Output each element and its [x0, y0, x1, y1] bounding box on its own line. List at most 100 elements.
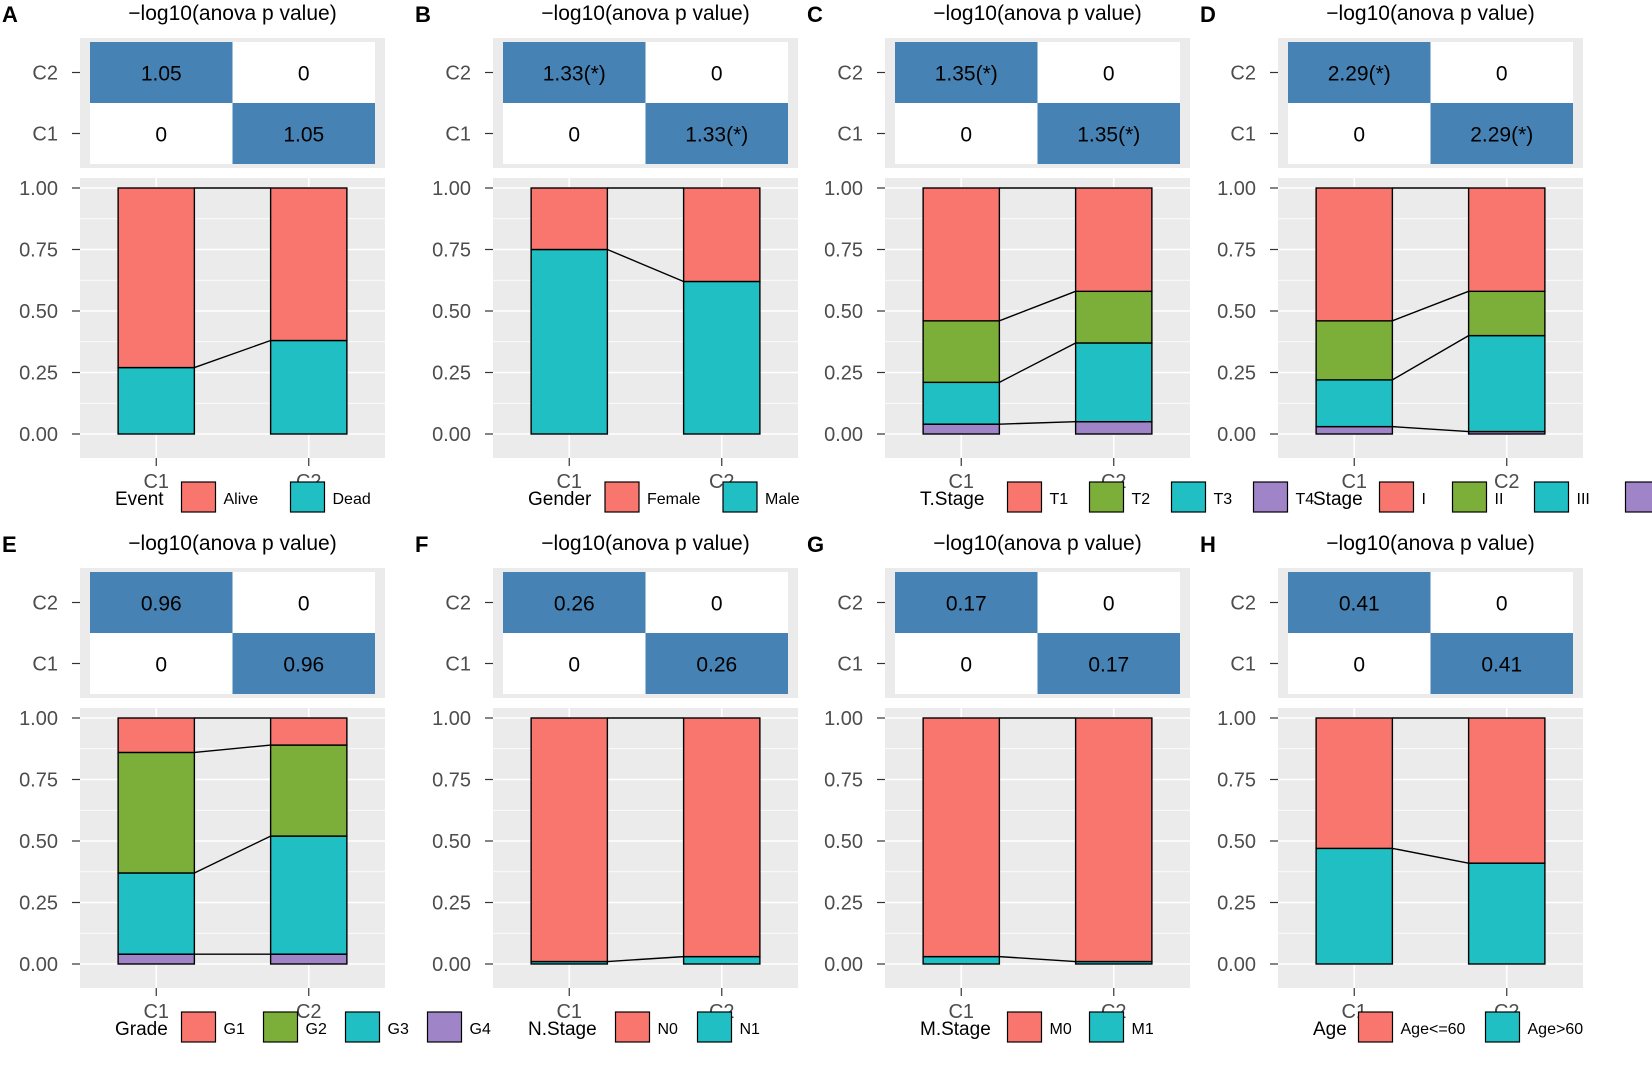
- legend-label: G2: [306, 1021, 327, 1038]
- heatmap-row-label: C1: [837, 124, 863, 146]
- bar-age-60-c2: [1467, 862, 1546, 965]
- legend-swatch: [1006, 1011, 1043, 1043]
- legend-label: T4: [1296, 491, 1315, 508]
- legend-label: T3: [1214, 491, 1233, 508]
- bar-g3-c2: [269, 835, 348, 955]
- heatmap-cell-value: 1.35(*): [1077, 124, 1140, 147]
- y-tick-label: 0.75: [824, 770, 863, 792]
- heatmap-cell-value: 0: [711, 63, 723, 86]
- heatmap-cell: [232, 572, 375, 633]
- legend-swatch: [1378, 481, 1415, 513]
- bar-m0-c2: [1074, 717, 1153, 963]
- y-tick-label: 0.50: [432, 301, 471, 323]
- panel-c: C −log10(anova p value) C2 1.35(*) 0 C1 0 1.35(…: [807, 2, 1315, 513]
- x-tick-label: C1: [948, 1001, 974, 1023]
- heatmap-cell-value: 1.33(*): [685, 124, 748, 147]
- heatmap-title: −log10(anova p value): [128, 532, 336, 555]
- legend-title: Age: [1313, 1019, 1347, 1040]
- heatmap-cell-value: 0: [711, 593, 723, 616]
- y-tick-label: 0.50: [432, 831, 471, 853]
- heatmap-cell-value: 0.41: [1339, 593, 1380, 616]
- y-tick-label: 0.75: [1217, 770, 1256, 792]
- heatmap-cell: [90, 103, 233, 164]
- heatmap-cell: [503, 572, 646, 633]
- y-tick-label: 0.25: [432, 363, 471, 385]
- bar-t2-c2: [1074, 290, 1153, 344]
- heatmap-title: −log10(anova p value): [1326, 2, 1534, 25]
- heatmap-row-label: C1: [1230, 654, 1256, 676]
- legend-swatch: [614, 1011, 651, 1043]
- heatmap-cell-value: 1.05: [283, 124, 324, 147]
- y-tick-label: 0.25: [432, 893, 471, 915]
- heatmap-cell: [503, 42, 646, 103]
- heatmap-title: −log10(anova p value): [1326, 532, 1534, 555]
- y-tick-label: 0.00: [824, 424, 863, 446]
- heatmap-cell: [1037, 42, 1180, 103]
- panel-f: F −log10(anova p value) C2 0.26 0 C1 0 0.26 0.00…: [415, 532, 798, 1043]
- stack-connector: [999, 290, 1076, 322]
- heatmap-title: −log10(anova p value): [128, 2, 336, 25]
- heatmap-row-label: C2: [445, 593, 471, 615]
- y-tick-label: 1.00: [19, 178, 58, 200]
- heatmap-cell: [1288, 103, 1431, 164]
- heatmap-cell: [1430, 633, 1573, 694]
- heatmap-cell: [1288, 633, 1431, 694]
- heatmap-cell-value: 0: [1353, 654, 1365, 677]
- bar-i-c2: [1467, 187, 1546, 293]
- bar-t4-c2: [1074, 421, 1153, 435]
- legend-swatch: [180, 1011, 217, 1043]
- bar-i-c1: [1315, 187, 1394, 322]
- legend-label: Male: [765, 491, 800, 508]
- x-tick-label: C1: [556, 471, 582, 493]
- y-tick-label: 0.00: [824, 954, 863, 976]
- legend-swatch: [1252, 481, 1289, 513]
- heatmap-cell: [1430, 42, 1573, 103]
- bar-iii-c2: [1467, 334, 1546, 433]
- bar-ii-c1: [1315, 320, 1394, 381]
- heatmap-cell: [895, 633, 1038, 694]
- y-tick-label: 0.00: [432, 424, 471, 446]
- y-tick-label: 1.00: [824, 708, 863, 730]
- legend-title: T.Stage: [920, 489, 984, 510]
- y-tick-label: 0.50: [19, 831, 58, 853]
- legend-swatch: [1451, 481, 1488, 513]
- panel-label: F: [415, 532, 428, 557]
- bar-g3-c1: [117, 872, 196, 955]
- stack-connector: [999, 342, 1076, 383]
- y-tick-label: 0.75: [1217, 240, 1256, 262]
- heatmap-row-label: C1: [32, 124, 58, 146]
- legend-label: N0: [658, 1021, 679, 1038]
- y-tick-label: 0.50: [1217, 831, 1256, 853]
- stack-connector: [194, 835, 271, 874]
- heatmap-row-label: C1: [837, 654, 863, 676]
- legend-title: M.Stage: [920, 1019, 991, 1040]
- bar-male-c2: [682, 280, 761, 435]
- legend-swatch: [1624, 481, 1652, 513]
- heatmap-cell: [232, 103, 375, 164]
- heatmap-cell-value: 0: [1103, 63, 1115, 86]
- stack-connector: [1392, 425, 1469, 433]
- legend-swatch: [1170, 481, 1207, 513]
- y-tick-label: 0.50: [19, 301, 58, 323]
- bar-g1-c1: [117, 717, 196, 754]
- bar-age-60-c2: [1467, 717, 1546, 864]
- legend-label: III: [1577, 491, 1590, 508]
- heatmap-cell-value: 0.17: [1088, 654, 1129, 677]
- x-tick-label: C2: [296, 1001, 322, 1023]
- panel-label: B: [415, 2, 431, 27]
- stack-connector: [194, 339, 271, 369]
- heatmap-cell: [503, 633, 646, 694]
- legend-swatch: [696, 1011, 733, 1043]
- heatmap-title: −log10(anova p value): [933, 2, 1141, 25]
- legend-label: Age<=60: [1401, 1021, 1466, 1038]
- heatmap-title: −log10(anova p value): [541, 2, 749, 25]
- heatmap-cell-value: 0.96: [283, 654, 324, 677]
- panel-label: A: [2, 2, 18, 27]
- y-tick-label: 1.00: [824, 178, 863, 200]
- heatmap-cell-value: 0: [155, 654, 167, 677]
- bar-n0-c2: [682, 717, 761, 958]
- panel-d: D −log10(anova p value) C2 2.29(*) 0 C1 0 2.29(…: [1200, 2, 1652, 513]
- stack-connector: [1392, 334, 1469, 381]
- heatmap-cell: [90, 572, 233, 633]
